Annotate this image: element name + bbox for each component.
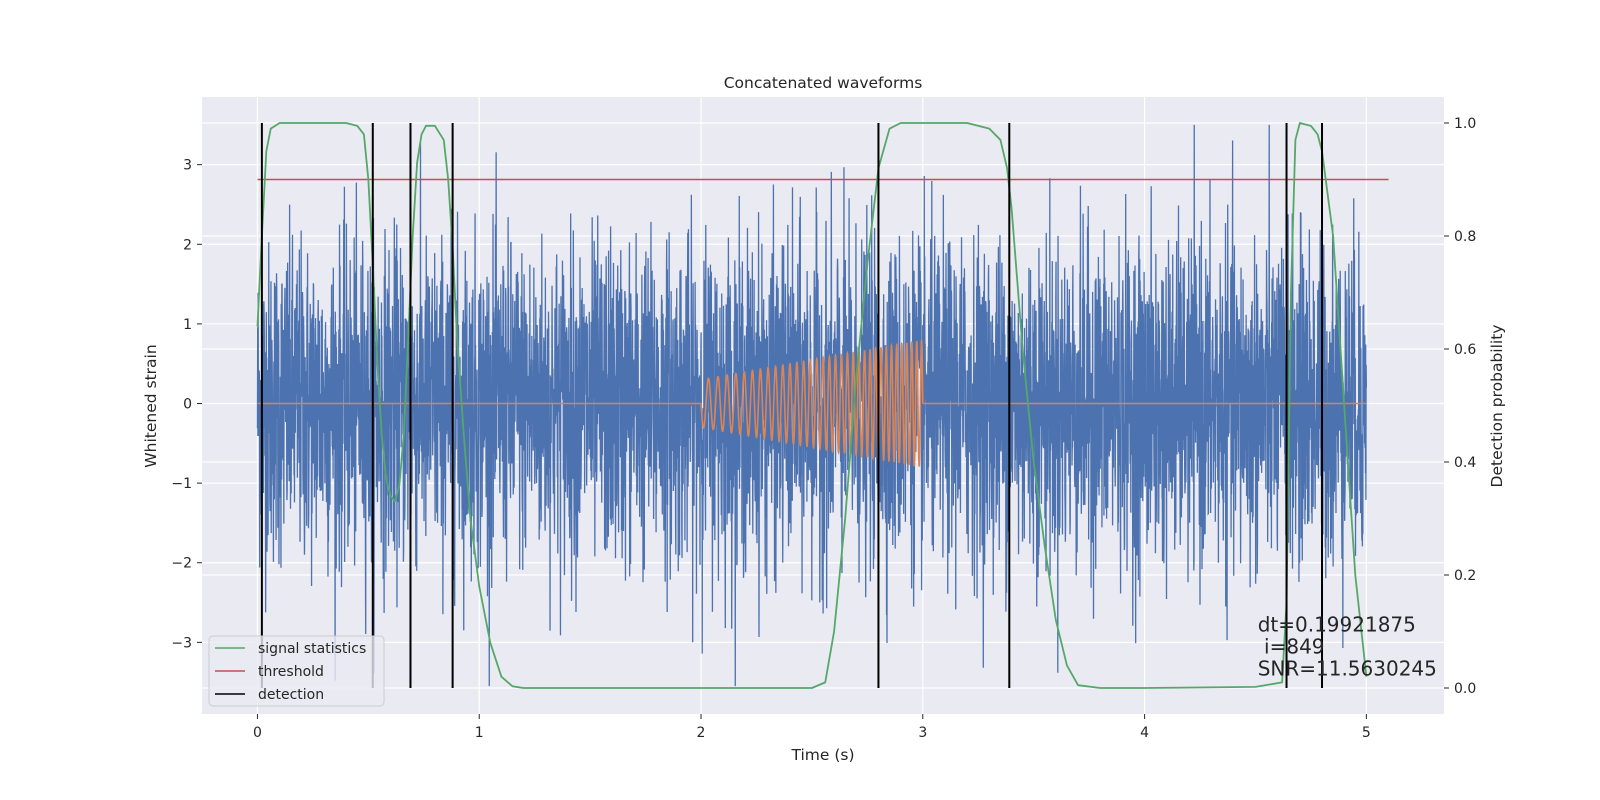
y-tick-label: 3 <box>183 158 192 174</box>
y-tick-label: −2 <box>171 556 192 572</box>
legend-box <box>208 635 385 707</box>
y2-axis-label: Detection probability <box>1488 325 1506 488</box>
y-axis-label: Whitened strain <box>142 344 160 467</box>
y2-tick-label: 0.6 <box>1454 342 1476 358</box>
detection-series <box>260 122 1324 689</box>
template-chirp-line <box>700 339 924 467</box>
legend-label-signal-statistics: signal statistics <box>258 641 366 657</box>
annotation-i: i=849 <box>1258 635 1325 659</box>
y-tick-label: 0 <box>183 397 192 413</box>
y2-tick-label: 0.2 <box>1454 568 1476 584</box>
signal-statistics-line <box>256 122 1368 689</box>
chart-title: Concatenated waveforms <box>724 74 923 92</box>
legend-label-threshold: threshold <box>258 664 324 680</box>
signal-statistics-series <box>256 122 1368 689</box>
y2-tick-label: 0.4 <box>1454 455 1476 471</box>
y-tick-label: 2 <box>183 237 192 253</box>
x-tick-label: 0 <box>253 725 262 741</box>
template-chirp-series <box>257 339 1367 467</box>
annotation-snr: SNR=11.5630245 <box>1258 657 1437 681</box>
y-tick-label: 1 <box>183 317 192 333</box>
x-tick-label: 5 <box>1362 725 1371 741</box>
x-tick-label: 3 <box>918 725 927 741</box>
legend-label-detection: detection <box>258 687 324 703</box>
y-tick-label: −3 <box>171 635 192 651</box>
y2-tick-label: 1.0 <box>1454 116 1476 132</box>
strain-noise-series <box>256 124 1368 687</box>
x-tick-label: 1 <box>475 725 484 741</box>
y-tick-label: −1 <box>171 476 192 492</box>
plot-area <box>256 122 1389 689</box>
x-axis-label: Time (s) <box>790 746 854 764</box>
x-tick-label: 4 <box>1140 725 1149 741</box>
x-tick-label: 2 <box>697 725 706 741</box>
y2-tick-label: 0.8 <box>1454 229 1476 245</box>
annotation-dt: dt=0.19921875 <box>1258 613 1416 637</box>
ticks: 0 1 2 3 4 5 −3 −2 −1 0 1 2 3 0.0 0.2 0.4 0.6 0.8 1.0 <box>171 116 1476 741</box>
y2-tick-label: 0.0 <box>1454 681 1476 697</box>
legend: signal statistics threshold detection <box>208 635 385 707</box>
strain-noise-line <box>256 124 1368 687</box>
